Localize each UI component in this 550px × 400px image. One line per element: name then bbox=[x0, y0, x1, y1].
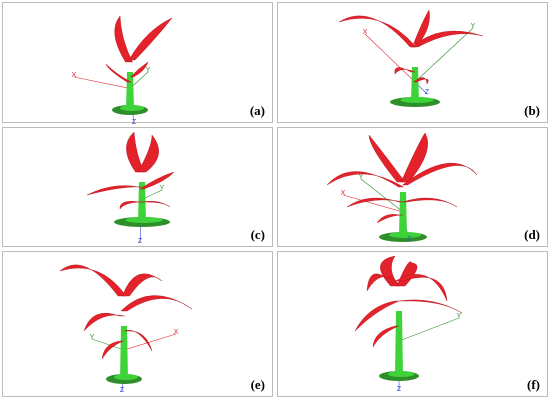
leaf bbox=[366, 273, 399, 292]
panel-border bbox=[277, 127, 548, 247]
leaf bbox=[411, 30, 484, 48]
axis-label: Z bbox=[407, 236, 412, 243]
leaf bbox=[130, 61, 149, 78]
leaf bbox=[101, 340, 124, 360]
leaf bbox=[372, 325, 399, 348]
axis-line bbox=[414, 27, 474, 83]
stem bbox=[411, 67, 419, 102]
axis-label: Y bbox=[160, 185, 165, 192]
stem bbox=[120, 326, 128, 379]
panel: X Y Z (b) bbox=[277, 2, 548, 123]
leaf bbox=[326, 171, 405, 188]
axis-label: X bbox=[341, 190, 346, 197]
panel-label: (e) bbox=[251, 377, 265, 392]
leaf bbox=[412, 77, 429, 85]
stem bbox=[399, 192, 407, 237]
leaf bbox=[122, 273, 163, 297]
panel: X Y Z (a) bbox=[2, 2, 273, 126]
leaf bbox=[59, 264, 127, 297]
leaf bbox=[380, 255, 400, 287]
leaf bbox=[401, 162, 478, 186]
axis-line bbox=[91, 338, 125, 351]
panel-label: (c) bbox=[251, 227, 265, 242]
axis-label: Y bbox=[471, 23, 476, 30]
leaf bbox=[139, 171, 175, 190]
leaf bbox=[105, 63, 132, 83]
leaf bbox=[86, 185, 143, 196]
axis-label: Z bbox=[120, 387, 125, 394]
panel-border bbox=[2, 251, 273, 397]
axis-label: Z bbox=[425, 89, 430, 96]
leaf bbox=[346, 197, 404, 208]
axis-label: X bbox=[174, 329, 179, 336]
leaf bbox=[137, 134, 159, 173]
panel-border bbox=[2, 2, 273, 123]
leaf bbox=[394, 274, 448, 302]
leaf bbox=[120, 295, 193, 312]
leaf bbox=[141, 200, 171, 208]
leaf bbox=[413, 9, 430, 45]
axis-label: Y bbox=[457, 313, 462, 320]
leaf bbox=[368, 134, 406, 183]
leaf bbox=[123, 330, 153, 352]
leaf bbox=[394, 67, 416, 75]
panel: X Y Z (e) bbox=[2, 251, 273, 397]
panel-label: (b) bbox=[524, 103, 540, 118]
axis-label: Y bbox=[359, 174, 364, 181]
stem bbox=[126, 72, 134, 110]
axis-line bbox=[342, 194, 404, 213]
axis-label: Y bbox=[90, 334, 95, 341]
axis-line bbox=[123, 333, 177, 351]
axis-label: Z bbox=[397, 386, 402, 393]
leaf bbox=[402, 197, 458, 208]
axis-label: Z bbox=[138, 238, 143, 245]
panel-label: (f) bbox=[527, 377, 540, 392]
leaf bbox=[376, 214, 403, 224]
panel-label: (a) bbox=[250, 103, 265, 118]
axis-label: X bbox=[72, 72, 77, 79]
axis-label: X bbox=[363, 29, 368, 36]
panel: Y Z (c) bbox=[2, 127, 273, 247]
axis-line bbox=[398, 317, 460, 342]
leaf bbox=[354, 300, 400, 332]
leaf bbox=[338, 15, 417, 48]
panel: Y X Z (d) bbox=[277, 127, 548, 247]
leaf bbox=[119, 201, 143, 210]
leaf bbox=[400, 132, 428, 183]
stem bbox=[395, 311, 403, 376]
leaf bbox=[398, 299, 463, 314]
panel-label: (d) bbox=[524, 227, 540, 242]
leaf bbox=[114, 15, 133, 63]
leaf bbox=[83, 312, 125, 332]
panel: Y Z (f) bbox=[277, 251, 548, 397]
axis-line bbox=[364, 33, 416, 83]
axis-line bbox=[73, 76, 131, 89]
axis-label: Y bbox=[146, 67, 151, 74]
leaf bbox=[128, 17, 173, 61]
axis-line bbox=[360, 178, 404, 213]
axis-label: Z bbox=[132, 119, 137, 126]
